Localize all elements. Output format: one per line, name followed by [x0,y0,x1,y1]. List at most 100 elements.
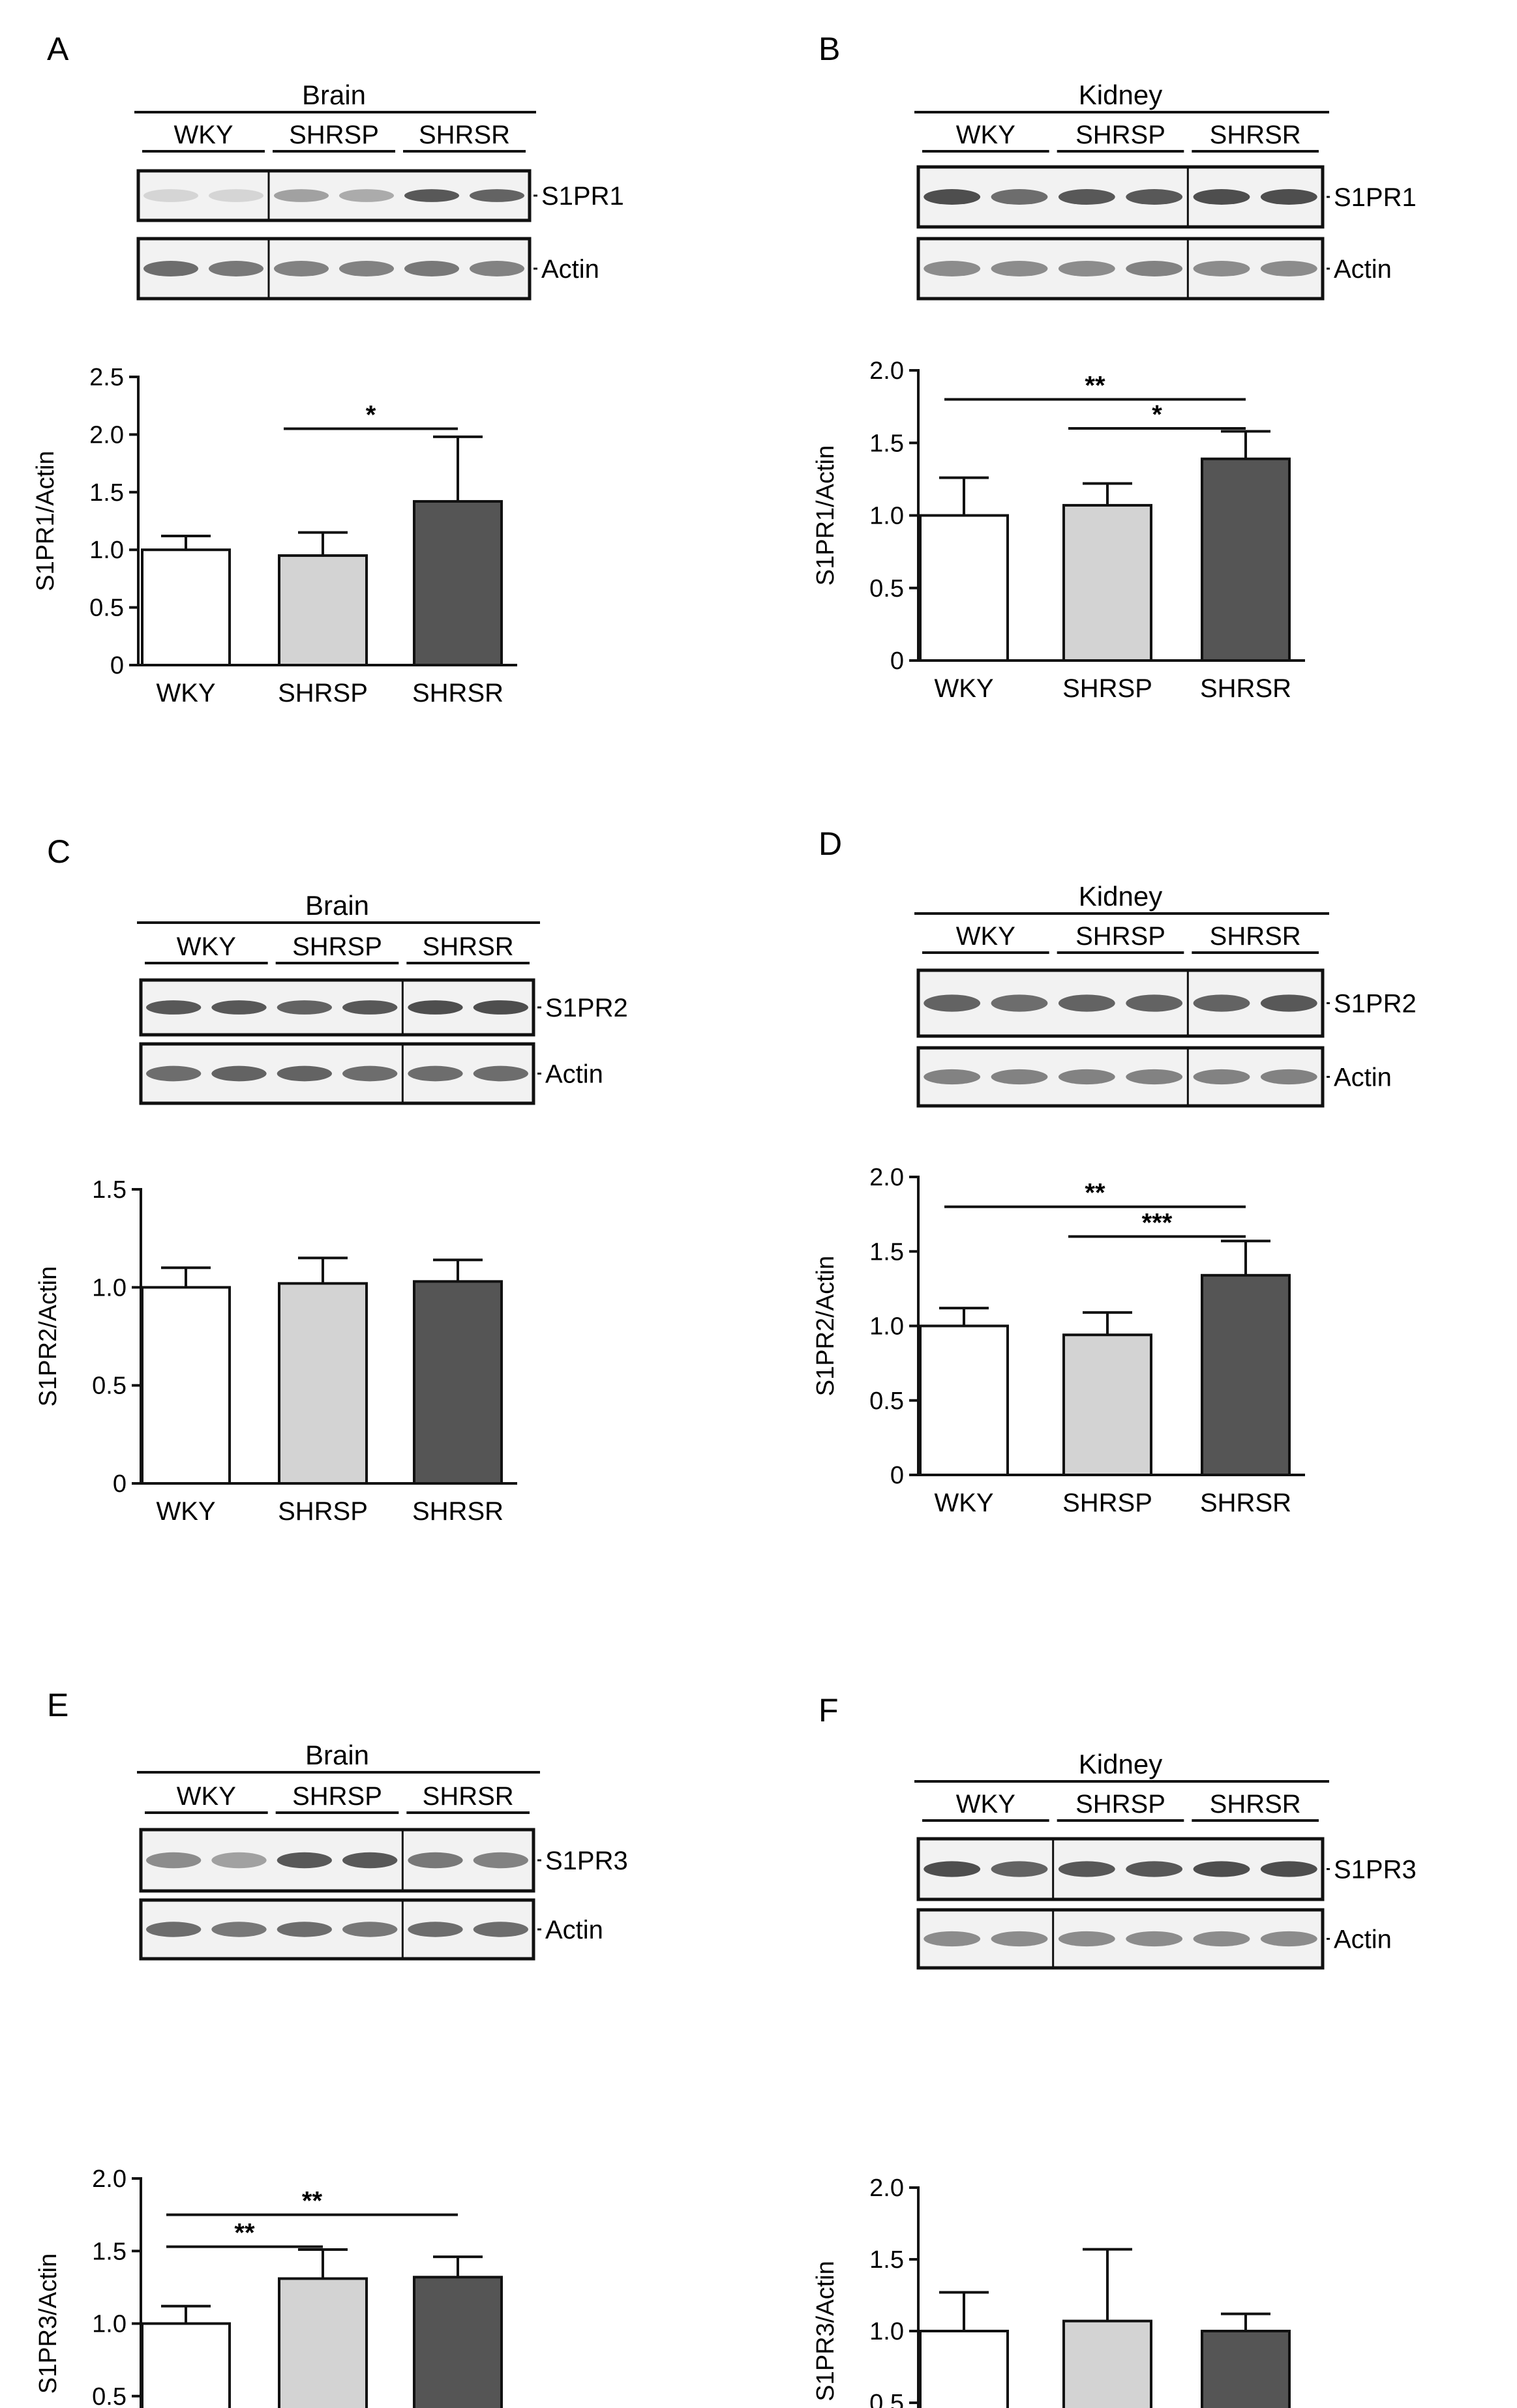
band-label: Actin [541,255,599,284]
blot-box [139,1898,535,1961]
blot-band [146,1852,202,1869]
panel-c-figure: C Brain WKY SHRSP SHRSR S1PR2 Actin 0 0.5 1.0 1.5… [35,833,628,1526]
blot-band [1058,1931,1115,1947]
panel-e: E BrainWKYSHRSPSHRSRS1PR3Actin00.51.01.5… [0,1605,758,2408]
blot-band [408,1922,463,1937]
y-tick-label: 0 [110,652,124,679]
y-tick-label: 1.0 [869,2318,904,2345]
blot-band [1260,189,1317,205]
lane-group-label: SHRSR [1210,922,1301,951]
blot-box [139,978,535,1037]
y-tick-label: 1.5 [869,430,904,457]
panel-c: C Brain WKY SHRSP SHRSR S1PR2 Actin 0 0.5 1.0 1.5… [0,803,758,1605]
blot-band [473,1000,528,1015]
panel-d-figure: D Kidney WKY SHRSP SHRSR S1PR2 Actin 0 0.5 1.0 1.… [812,825,1417,1517]
panel-letter: B [819,31,840,67]
y-tick-label: 0 [890,647,904,675]
panel-letter: F [819,1692,839,1729]
y-tick-label: 0.5 [869,2390,904,2408]
bar [413,1280,503,1485]
tissue-label: Brain [305,1740,369,1770]
x-category-label: SHRSR [412,679,503,707]
blot-box [139,1828,535,1893]
panel-f-figure: F KidneyWKYSHRSPSHRSRS1PR3Actin00.51.01.… [812,1692,1417,2408]
blot-band [991,1861,1048,1877]
y-tick-label: 1.5 [869,2246,904,2274]
blot-band [924,1931,981,1947]
blot-band [991,1069,1048,1085]
bar [413,2276,503,2408]
blot-band [991,1931,1048,1947]
blot-box [916,1837,1325,1901]
bar [413,499,503,666]
blot-band [1193,261,1250,276]
blot-band [339,189,394,202]
blot-band [274,261,329,276]
y-axis-label: S1PR1/Actin [812,445,839,586]
blot-band [470,189,524,202]
lane-group-label: WKY [177,1782,236,1811]
blot-band [1260,261,1317,276]
panel-letter: E [47,1687,68,1723]
x-category-label: WKY [934,674,993,703]
band-label: Actin [545,1916,603,1944]
blot-band [1260,1861,1317,1877]
blot-band [146,1922,202,1937]
y-tick-label: 2.0 [92,2165,127,2193]
blot-band [209,261,263,276]
panel-letter: C [47,833,70,870]
blot-band [924,189,981,205]
blot-band [924,994,981,1012]
x-category-label: SHRSR [412,1497,503,1526]
blot-band [1126,1931,1183,1947]
band-label: S1PR1 [541,182,624,211]
blot-band [473,1922,528,1937]
blot-band [342,1922,398,1937]
bar [919,2330,1009,2408]
blot-band [1193,1931,1250,1947]
significance-label: * [366,401,376,430]
bar [141,2322,231,2408]
blot-band [1260,1069,1317,1085]
bar [1201,457,1291,662]
bar [141,1286,231,1485]
blot-band [924,261,981,276]
y-tick-label: 1.5 [92,2238,127,2265]
lane-group-label: WKY [956,922,1015,951]
lane-group-label: SHRSP [289,121,379,149]
blot-box [916,165,1325,229]
bar [1062,1333,1152,1477]
y-tick-label: 1.5 [92,1176,127,1204]
x-category-label: WKY [156,1497,215,1526]
significance-label: ** [1085,372,1105,400]
y-tick-label: 1.0 [89,537,124,564]
blot-band [274,189,329,202]
y-tick-label: 0.5 [92,1373,127,1400]
y-tick-label: 1.0 [869,1313,904,1341]
bar [1201,2330,1291,2408]
blot-band [470,261,524,276]
blot-band [1126,261,1183,276]
band-label: S1PR2 [1334,990,1417,1018]
blot-box [916,1046,1325,1108]
panel-a-figure: A Brain WKY SHRSP SHRSR S1PR1 Actin 0 0.5 1.0 1.5… [32,31,624,707]
panel-letter: A [47,31,69,67]
lane-group-label: SHRSR [1210,121,1301,149]
blot-band [1058,1069,1115,1085]
blot-band [143,189,198,202]
y-tick-label: 0.5 [92,2383,127,2408]
y-axis-label: S1PR2/Actin [812,1256,839,1396]
y-tick-label: 1.0 [92,2311,127,2338]
tissue-label: Kidney [1079,80,1162,110]
blot-band [473,1852,528,1869]
lane-group-label: WKY [173,121,233,149]
blot-band [146,1000,202,1015]
y-tick-label: 0.5 [89,595,124,622]
blot-box [916,1908,1325,1970]
panel-a: A Brain WKY SHRSP SHRSR S1PR1 Actin 0 0.5 1.0 1.5… [0,0,758,803]
blot-band [277,1922,332,1937]
y-tick-label: 1.5 [89,479,124,507]
x-category-label: SHRSP [1062,674,1152,703]
bar [919,514,1009,662]
x-category-label: WKY [156,679,215,707]
